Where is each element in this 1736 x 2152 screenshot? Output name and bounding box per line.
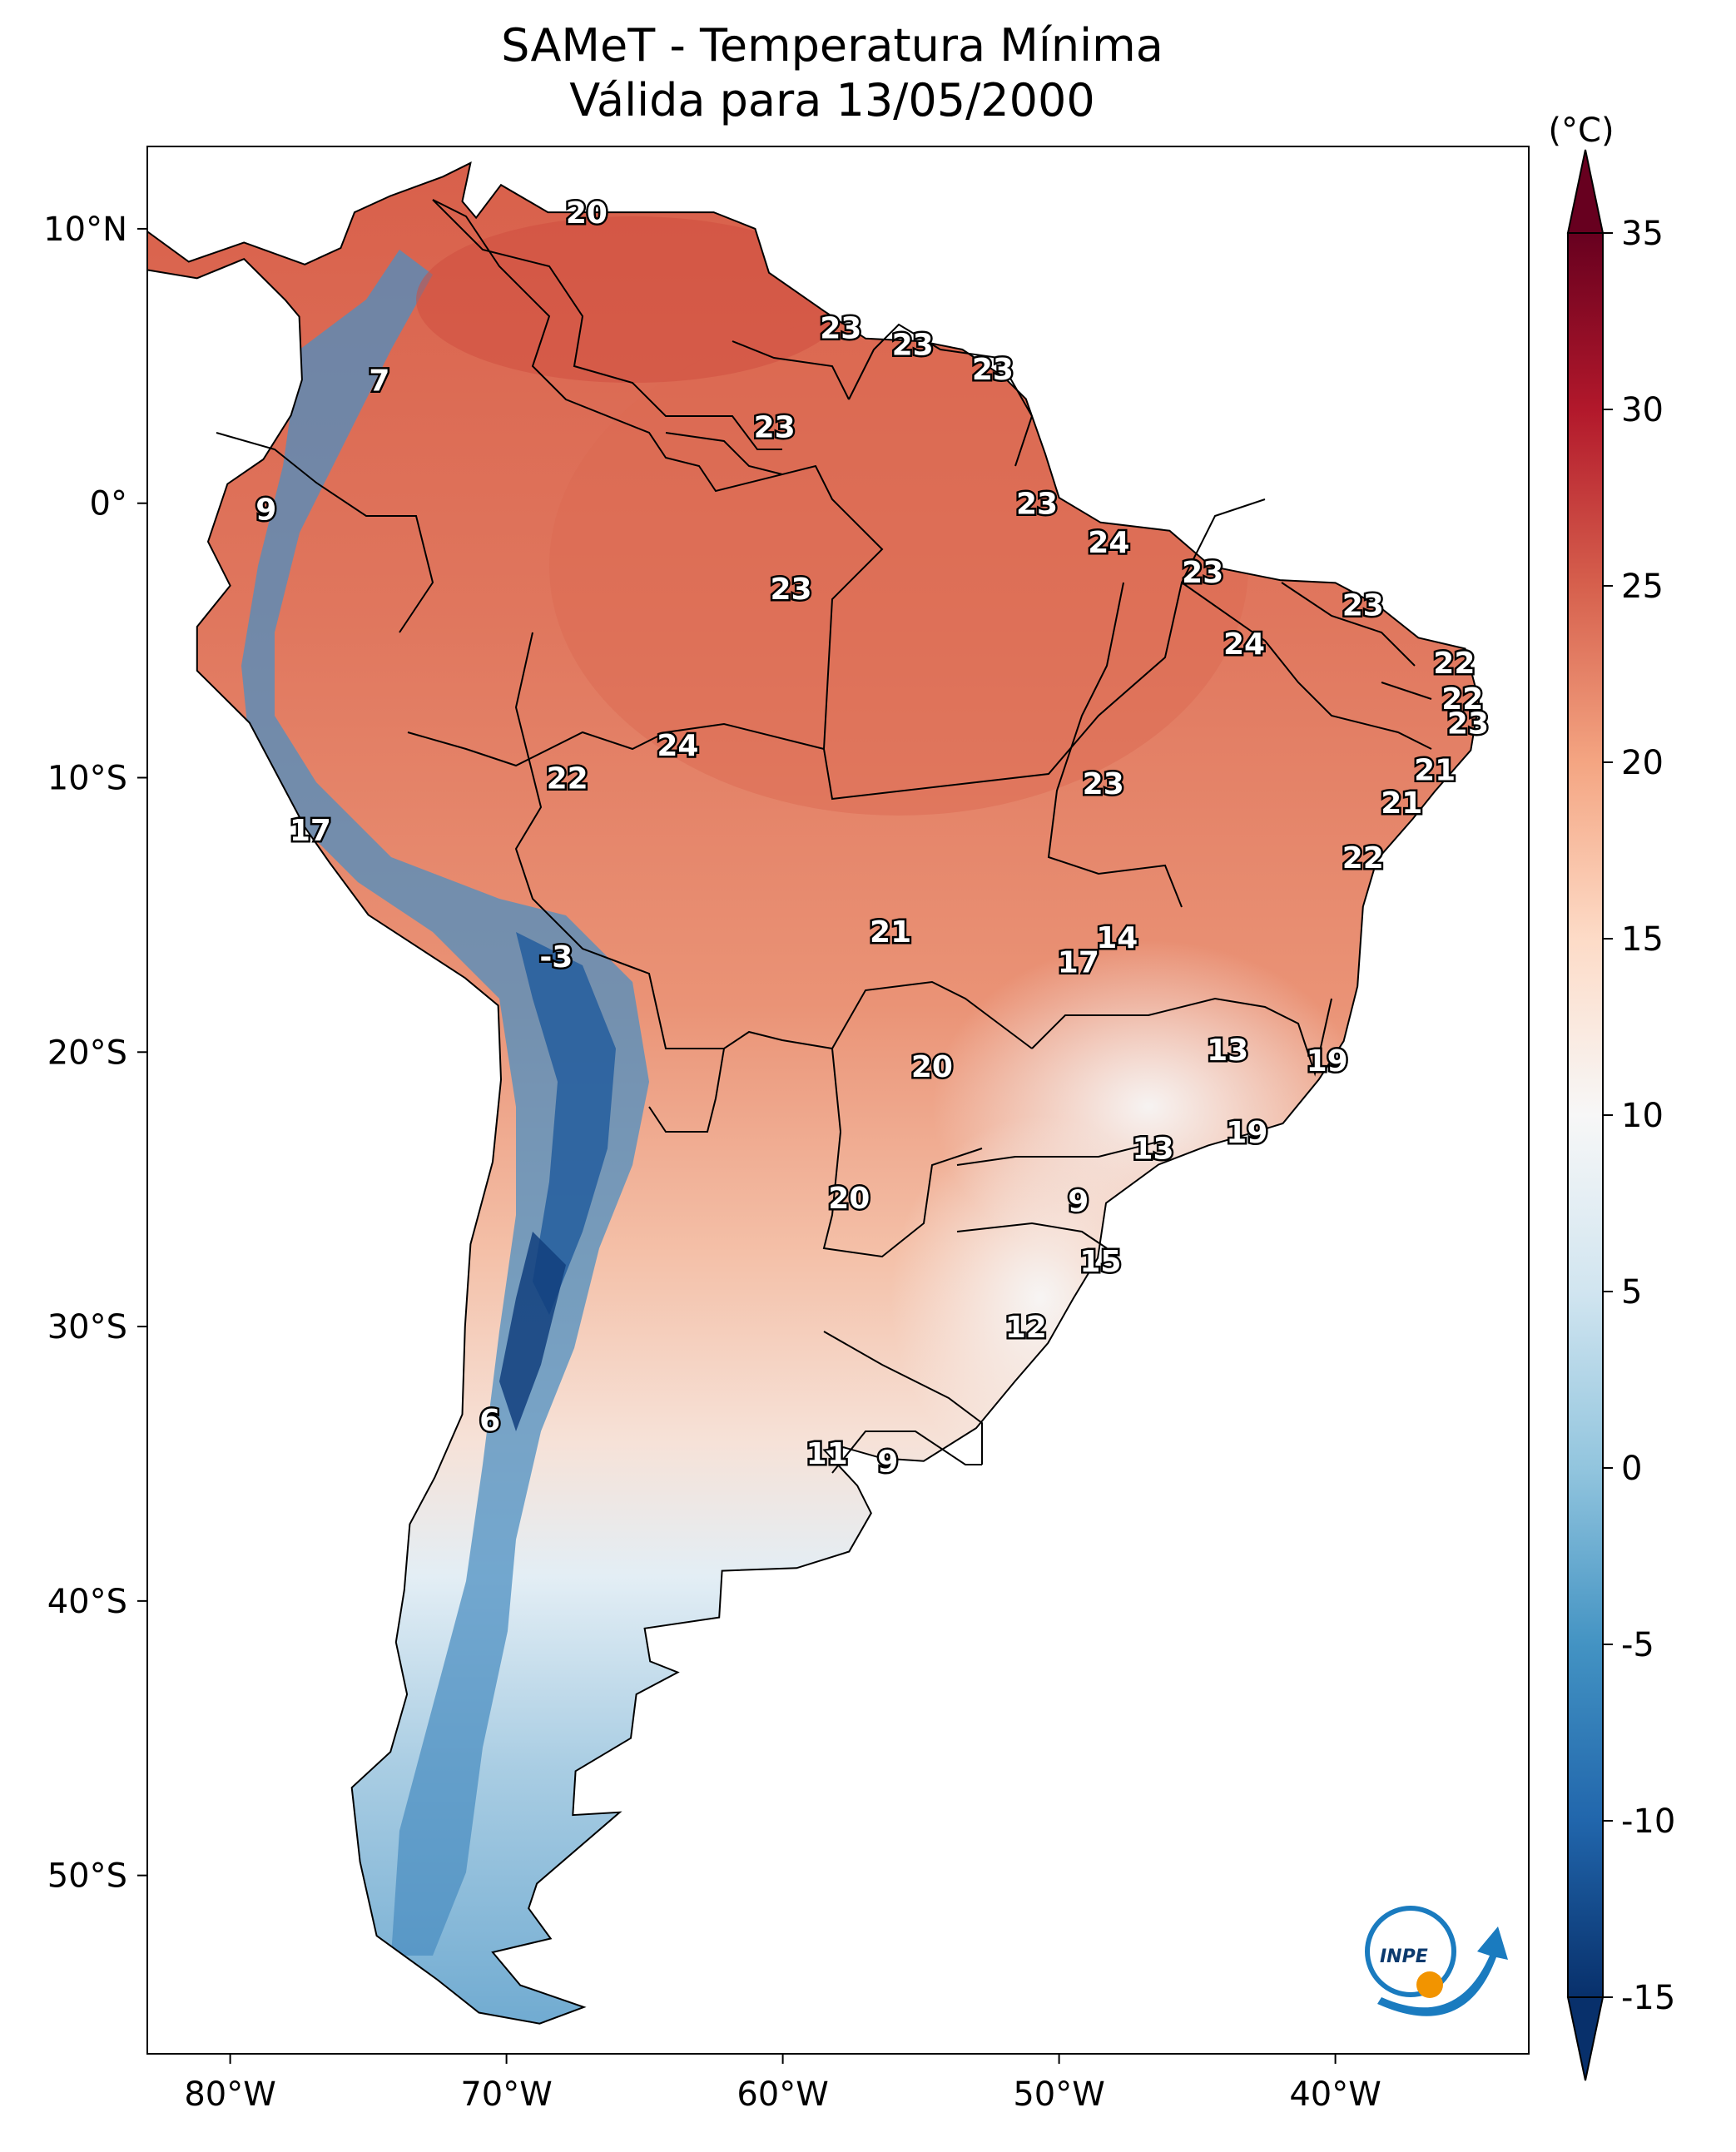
y-tick-label: 10°N: [43, 211, 127, 249]
colorbar: (°C) 35 30 25 20 15 10 5 0 -5 -10 -15: [1548, 112, 1675, 2081]
station-label: 19: [1226, 1116, 1267, 1150]
x-tick-label: 70°W: [460, 2075, 552, 2114]
logo-text: INPE: [1380, 1946, 1428, 1967]
coastline: [146, 161, 1481, 2025]
altiplano-deep-cold: [516, 932, 616, 1315]
logo-ring: [1365, 1906, 1456, 1997]
station-label: 14: [1096, 921, 1138, 955]
logo-swoosh: [1377, 1926, 1508, 2016]
colorbar-max-extension: [1566, 149, 1605, 234]
station-label: 20: [828, 1182, 870, 1216]
station-label: 23: [820, 312, 861, 346]
station-label: 23: [1016, 488, 1058, 522]
station-label: 24: [1223, 627, 1265, 662]
colorbar-tick-label: -10: [1621, 1802, 1675, 1841]
station-label: 23: [771, 573, 812, 607]
x-tick-label: 50°W: [1013, 2075, 1104, 2114]
station-label: 7: [369, 364, 389, 398]
station-label: 9: [255, 493, 276, 527]
colorbar-tick-label: 10: [1621, 1097, 1664, 1135]
station-label: 6: [479, 1404, 500, 1438]
x-tick-label: 40°W: [1289, 2075, 1381, 2114]
x-tick-label: 80°W: [184, 2075, 275, 2114]
title-line-2: Válida para 13/05/2000: [569, 74, 1095, 126]
station-label: 23: [972, 353, 1014, 387]
colorbar-tick-label: 20: [1621, 744, 1664, 782]
country-borders: [216, 199, 1432, 1474]
colorbar-ticks: 35 30 25 20 15 10 5 0 -5 -10 -15: [1603, 215, 1675, 2017]
station-label: 24: [1088, 526, 1129, 560]
y-axis: 10°N 0° 10°S 20°S 30°S 40°S 50°S: [43, 211, 147, 1896]
station-label: 21: [1381, 786, 1422, 821]
station-label: 24: [657, 729, 698, 763]
station-label: 23: [892, 328, 934, 362]
y-tick-label: 20°S: [47, 1034, 127, 1072]
colorbar-tick-label: -15: [1621, 1979, 1675, 2017]
station-label: 23: [1447, 707, 1489, 741]
station-label: 13: [1207, 1034, 1248, 1068]
station-label: 13: [1132, 1133, 1173, 1167]
y-tick-label: 30°S: [47, 1308, 127, 1346]
colorbar-tick-label: 25: [1621, 568, 1664, 606]
station-label: 15: [1079, 1245, 1121, 1279]
map-title: SAMeT - Temperatura Mínima Válida para 1…: [0, 18, 1664, 128]
station-label: 23: [1083, 767, 1124, 801]
caribbean-warm-core: [416, 216, 849, 383]
colorbar-tick-label: -5: [1621, 1626, 1654, 1664]
station-label: 22: [547, 762, 588, 796]
y-tick-label: 50°S: [47, 1857, 127, 1896]
station-label: 20: [566, 196, 608, 231]
x-axis: 80°W 70°W 60°W 50°W 40°W: [184, 2054, 1381, 2114]
station-label: 23: [754, 410, 796, 444]
station-label: 17: [1058, 945, 1099, 979]
station-label: 9: [877, 1445, 898, 1480]
title-line-1: SAMeT - Temperatura Mínima: [501, 19, 1163, 72]
colorbar-tick-label: 5: [1621, 1273, 1642, 1312]
colorbar-unit: (°C): [1548, 112, 1614, 150]
colorbar-min-extension: [1566, 1996, 1605, 2081]
y-tick-label: 0°: [90, 485, 127, 523]
station-label: 21: [870, 915, 911, 950]
y-tick-label: 40°S: [47, 1583, 127, 1621]
colorbar-tick-label: 15: [1621, 920, 1664, 959]
colorbar-tick-label: 35: [1621, 215, 1664, 253]
station-label: 23: [1342, 589, 1384, 623]
x-tick-label: 60°W: [737, 2075, 828, 2114]
station-label: 20: [911, 1050, 953, 1084]
colorbar-tick-label: 0: [1621, 1450, 1642, 1488]
station-label: 17: [290, 814, 331, 848]
station-label: 23: [1182, 556, 1223, 590]
station-label: 12: [1005, 1311, 1047, 1345]
y-tick-label: 10°S: [47, 760, 127, 798]
inpe-logo: INPE: [1365, 1906, 1508, 2016]
station-label: 22: [1433, 647, 1475, 681]
station-label: 22: [1441, 682, 1483, 717]
colorbar-tick-label: 30: [1621, 391, 1664, 429]
colorbar-bar: [1567, 232, 1604, 1998]
station-label: 9: [1068, 1184, 1089, 1218]
logo-orange-dot: [1416, 1971, 1443, 1998]
station-label: 11: [806, 1437, 848, 1471]
station-label: -3: [539, 940, 573, 974]
station-label: 21: [1414, 754, 1456, 788]
station-label: 19: [1307, 1044, 1348, 1078]
station-label: 22: [1342, 841, 1384, 875]
central-andes-deep-cold: [499, 1232, 566, 1431]
